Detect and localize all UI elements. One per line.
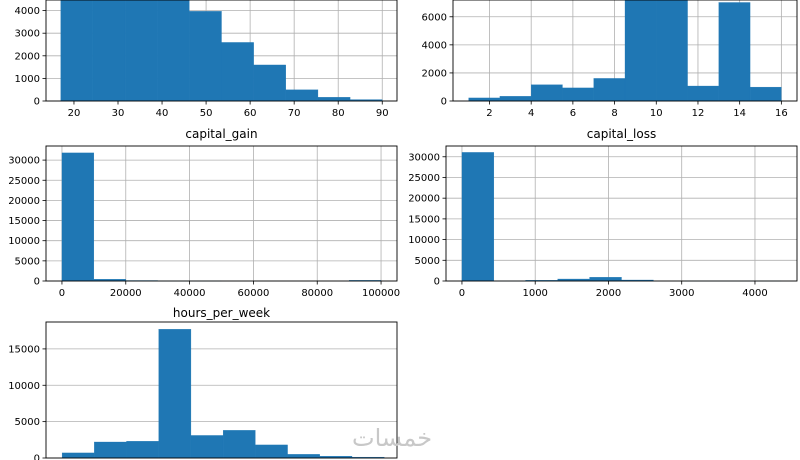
hours_per_week-y-tick-label: 0 [34,454,40,460]
age-x-tick-label: 50 [200,108,213,119]
education_num-y-tick-label: 4000 [422,40,447,51]
age-x-tick-label: 20 [68,108,81,119]
hours_per_week-bar [222,430,256,459]
hours_per_week-bar [61,452,95,459]
age-axes-frame [45,0,398,102]
age-x-tick-label: 80 [332,108,345,119]
education_num-x-tick-label: 16 [775,108,788,119]
capital_loss-title: capital_loss [587,127,656,141]
capital_gain-x-tick-label: 0 [59,288,65,299]
hours_per_week-bar [158,329,192,459]
education_num-bar [656,0,688,102]
capital_gain-title: capital_gain [185,127,257,141]
education_num-bar [718,2,751,102]
capital_gain-y-tick-label: 15000 [8,216,40,227]
education_num-x-tick-label: 12 [692,108,705,119]
capital_gain-x-tick-label: 80000 [301,288,333,299]
capital_gain-x-tick-label: 20000 [110,288,142,299]
hours_per_week-y-tick-label: 5000 [15,417,40,428]
education_num-x-tick-label: 6 [570,108,576,119]
education_num-bar [593,78,626,102]
hours_per_week-axes-frame [45,321,398,459]
capital_loss-bar [589,277,622,282]
capital_loss-y-tick-label: 20000 [408,194,440,205]
capital_loss-x-tick-label: 2000 [596,288,621,299]
age-bar [253,64,286,102]
age-bar [285,89,319,102]
education_num-x-tick-label: 2 [486,108,492,119]
capital_loss-y-tick-label: 0 [434,277,440,288]
age-y-tick-label: 4000 [15,6,40,17]
education_num-bar [749,86,782,102]
education_num-x-tick-label: 4 [528,108,534,119]
capital_loss-bar [461,152,495,282]
age-y-tick-label: 0 [34,97,40,108]
capital_gain-y-tick-label: 25000 [8,176,40,187]
education_num-bar [499,96,532,102]
education_num-bar [687,85,719,102]
capital_gain-bar [61,152,95,282]
age-histogram: 20 30 40 50 60 70 80 90 0 1000 2000 3000 4000 [15,0,398,119]
watermark: خمسات [352,424,432,452]
age-bar [221,42,254,102]
capital_loss-x-tick-label: 3000 [669,288,694,299]
education_num-bar [624,0,657,102]
capital_loss-y-tick-label: 15000 [408,214,440,225]
capital_gain-y-tick-label: 5000 [15,256,40,267]
age-bar [189,11,222,102]
age-bar [60,0,94,102]
age-x-tick-label: 70 [288,108,301,119]
education_num-bar [562,87,594,102]
hours_per_week-bar [255,444,288,459]
education_num-y-tick-label: 2000 [422,68,447,79]
capital_loss-y-tick-label: 5000 [415,256,440,267]
hours_per_week-bar [287,454,320,459]
capital_gain-x-tick-label: 100000 [362,288,400,299]
age-y-tick-label: 2000 [15,51,40,62]
age-x-tick-label: 90 [376,108,389,119]
capital_loss-x-tick-label: 4000 [742,288,767,299]
capital_gain-x-tick-label: 60000 [238,288,270,299]
capital-loss-histogram: 0 1000 2000 3000 4000 0 5000 10000 15000 20000 250… [408,127,798,299]
education_num-axes-frame [452,0,798,102]
age-y-tick-label: 1000 [15,74,40,85]
capital_loss-x-tick-label: 1000 [522,288,547,299]
capital_loss-y-tick-label: 25000 [408,173,440,184]
education_num-y-tick-label: 0 [441,97,447,108]
hours_per_week-y-tick-label: 10000 [8,381,40,392]
capital_loss-y-tick-label: 30000 [408,152,440,163]
age-y-tick-label: 3000 [15,29,40,40]
education_num-x-tick-label: 10 [650,108,663,119]
age-x-tick-label: 60 [244,108,257,119]
education_num-x-tick-label: 8 [611,108,617,119]
capital_gain-axes-frame [45,145,398,282]
capital_gain-x-tick-label: 40000 [174,288,206,299]
capital_loss-x-tick-label: 0 [459,288,465,299]
hours_per_week-bar [126,441,159,459]
capital_loss-axes-frame [445,145,798,282]
capital_gain-y-tick-label: 0 [34,277,40,288]
age-bar [157,0,190,102]
age-bar [124,0,158,102]
education_num-bar [531,84,563,102]
hours_per_week-bar [190,435,224,459]
capital_gain-y-tick-label: 30000 [8,156,40,167]
education-num-histogram: 2 4 6 8 10 12 14 16 0 2000 4000 6000 [422,0,798,119]
age-x-tick-label: 40 [156,108,169,119]
education_num-x-tick-label: 14 [733,108,746,119]
hours_per_week-y-tick-label: 15000 [8,344,40,355]
capital_gain-y-tick-label: 20000 [8,196,40,207]
age-x-tick-label: 30 [112,108,125,119]
hours_per_week-title: hours_per_week [173,306,270,320]
age-bar [92,0,126,102]
hours-per-week-histogram: 0 5000 10000 15000 hours_per_week [8,306,398,460]
age-bar [317,97,351,102]
capital_gain-y-tick-label: 10000 [8,236,40,247]
capital_loss-y-tick-label: 10000 [408,235,440,246]
hours_per_week-bar [94,441,127,459]
education_num-y-tick-label: 6000 [422,12,447,23]
education_num-bar [468,97,501,102]
capital-gain-histogram: 0 20000 40000 60000 80000 100000 0 5000 10000 150… [8,127,400,299]
